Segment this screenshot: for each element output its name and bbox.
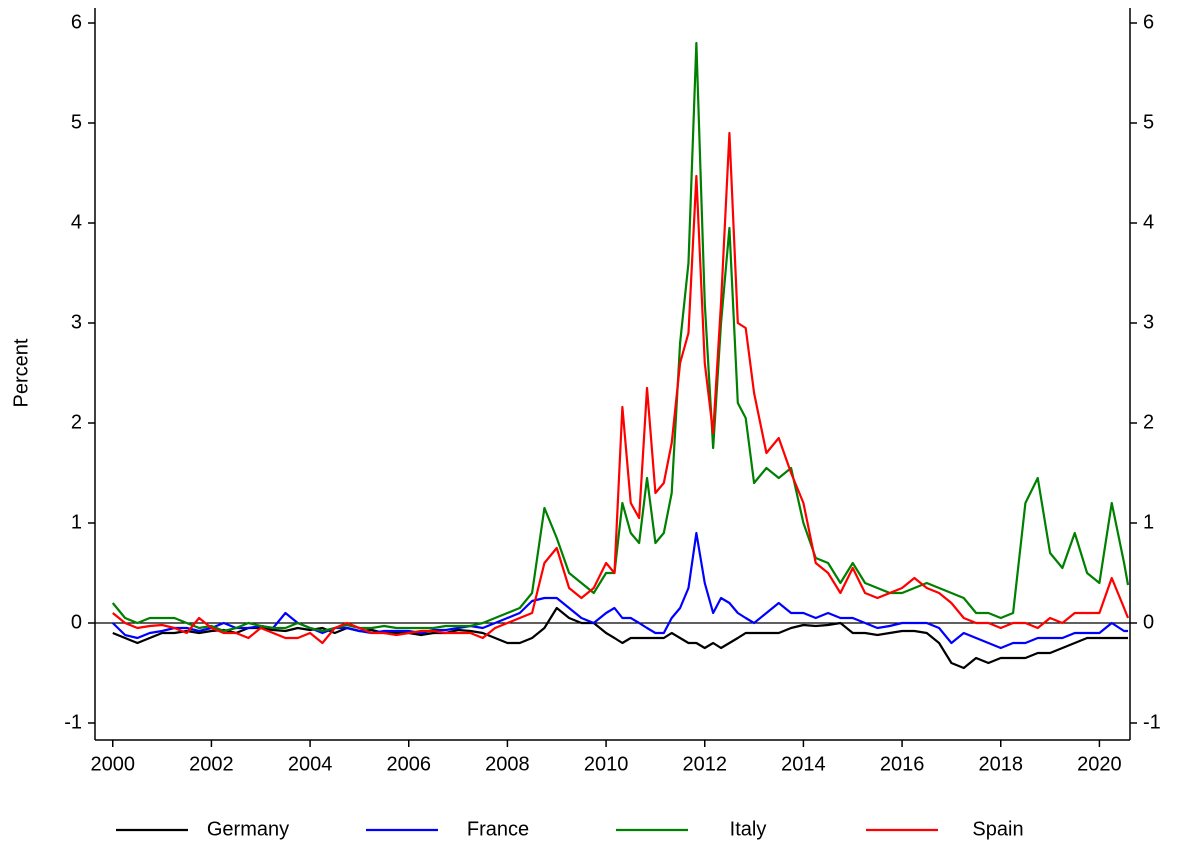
series-line (111, 531, 1129, 650)
y-axis-label: Percent (10, 338, 32, 407)
x-tick-label: 2010 (584, 753, 629, 775)
x-tick-label: 2004 (288, 753, 333, 775)
legend-label: Spain (972, 818, 1023, 840)
x-tick-label: 2008 (485, 753, 530, 775)
y2-tick-label: 1 (1143, 511, 1154, 533)
y2-tick-label: -1 (1143, 711, 1161, 733)
y2-tick-label: 4 (1143, 211, 1154, 233)
series-line (112, 131, 1130, 645)
y2-tick-label: 2 (1143, 411, 1154, 433)
legend-label: France (467, 818, 529, 840)
y2-tick-label: 5 (1143, 111, 1154, 133)
legend-label: Germany (207, 818, 289, 840)
x-tick-label: 2016 (880, 753, 925, 775)
y2-tick-label: 0 (1143, 611, 1154, 633)
y-tick-label: 5 (71, 111, 82, 133)
y-tick-label: 3 (71, 311, 82, 333)
series-line (111, 41, 1130, 633)
x-tick-label: 2006 (387, 753, 432, 775)
x-tick-label: 2014 (781, 753, 826, 775)
y-tick-label: 1 (71, 511, 82, 533)
y2-tick-label: 6 (1143, 11, 1154, 33)
y-tick-label: 2 (71, 411, 82, 433)
x-tick-label: 2012 (683, 753, 728, 775)
y2-tick-label: 3 (1143, 311, 1154, 333)
y-tick-label: 0 (71, 611, 82, 633)
x-tick-label: 2002 (189, 753, 234, 775)
y-tick-label: -1 (64, 711, 82, 733)
legend-label: Italy (730, 818, 767, 840)
y-tick-label: 6 (71, 11, 82, 33)
x-tick-label: 2000 (91, 753, 136, 775)
series-line (112, 606, 1129, 670)
y-tick-label: 4 (71, 211, 82, 233)
x-tick-label: 2018 (978, 753, 1023, 775)
x-tick-label: 2020 (1077, 753, 1122, 775)
